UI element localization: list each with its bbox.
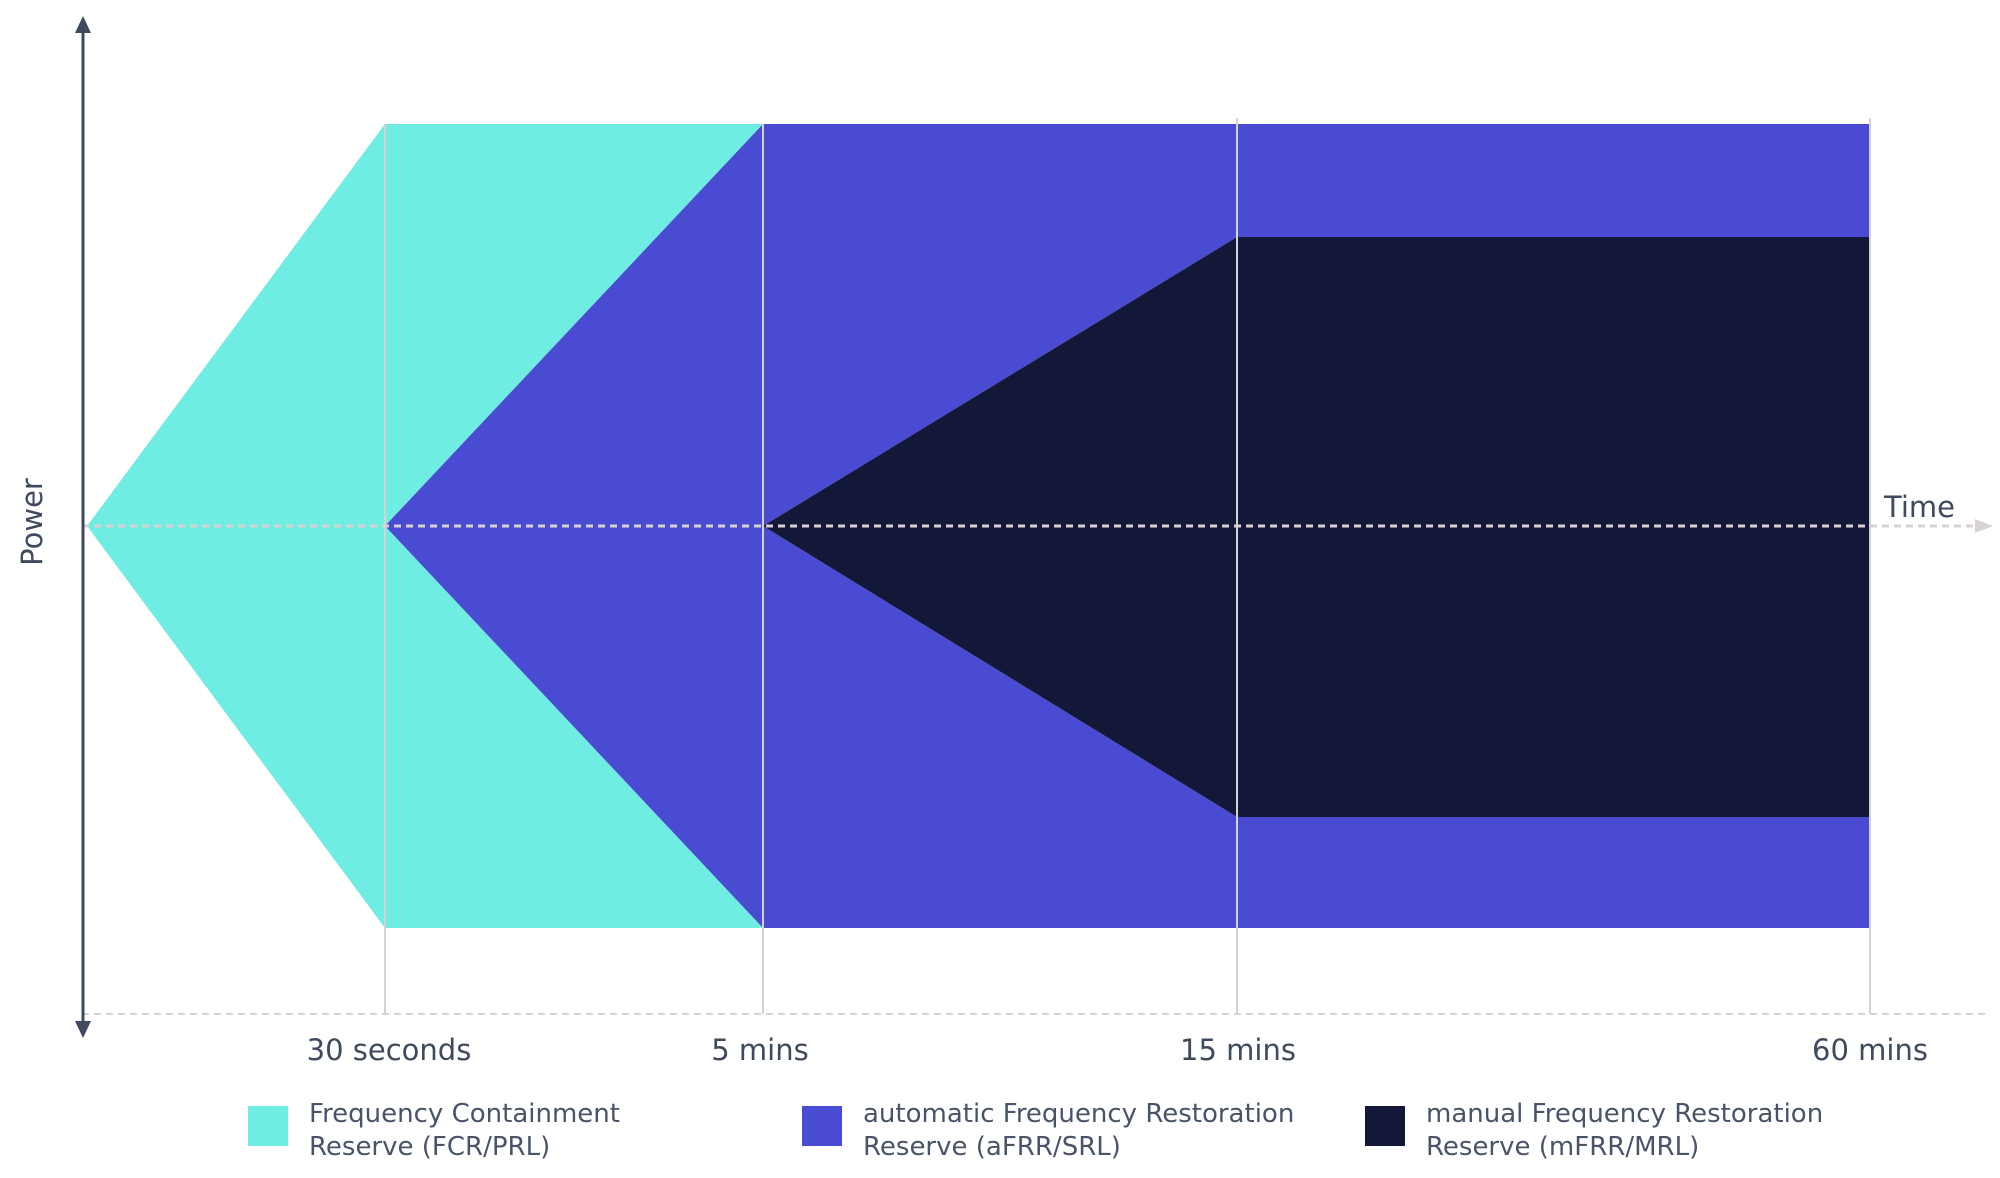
mfrr-area-upper: [763, 237, 1870, 526]
legend-swatch-afrr: [802, 1106, 842, 1146]
tick-label: 5 mins: [711, 1033, 808, 1067]
power-axis-arrow-up: [75, 16, 91, 33]
time-axis-arrowhead: [1975, 519, 1993, 533]
legend-swatch-mfrr: [1365, 1106, 1405, 1146]
power-axis-arrow-down: [75, 1021, 91, 1038]
tick-label: 60 mins: [1812, 1033, 1928, 1067]
legend-label-afrr: automatic Frequency Restoration Reserve …: [863, 1099, 1295, 1162]
legend-item-afrr: automatic Frequency Restoration Reserve …: [802, 1098, 1294, 1164]
tick-label: 30 seconds: [307, 1033, 472, 1067]
tick-label: 15 mins: [1180, 1033, 1296, 1067]
fcr-area-lower: [87, 526, 763, 928]
time-gridlines: [384, 118, 1871, 1014]
time-tick-labels: 30 seconds 5 mins 15 mins 60 mins: [307, 1033, 1928, 1067]
afrr-area-lower: [385, 526, 1870, 928]
mfrr-area-lower: [763, 526, 1870, 817]
legend-item-fcr: Frequency Containment Reserve (FCR/PRL): [248, 1098, 620, 1164]
legend-item-mfrr: manual Frequency Restoration Reserve (mF…: [1365, 1098, 1823, 1164]
fcr-area-upper: [87, 124, 763, 526]
legend-label-mfrr: manual Frequency Restoration Reserve (mF…: [1426, 1099, 1824, 1162]
legend-swatch-fcr: [248, 1106, 288, 1146]
afrr-area-upper: [385, 124, 1870, 526]
legend-label-fcr: Frequency Containment Reserve (FCR/PRL): [309, 1099, 620, 1162]
reserve-areas: [87, 124, 1870, 928]
power-axis-label: Power: [15, 478, 49, 566]
time-axis-label: Time: [1883, 490, 1955, 524]
